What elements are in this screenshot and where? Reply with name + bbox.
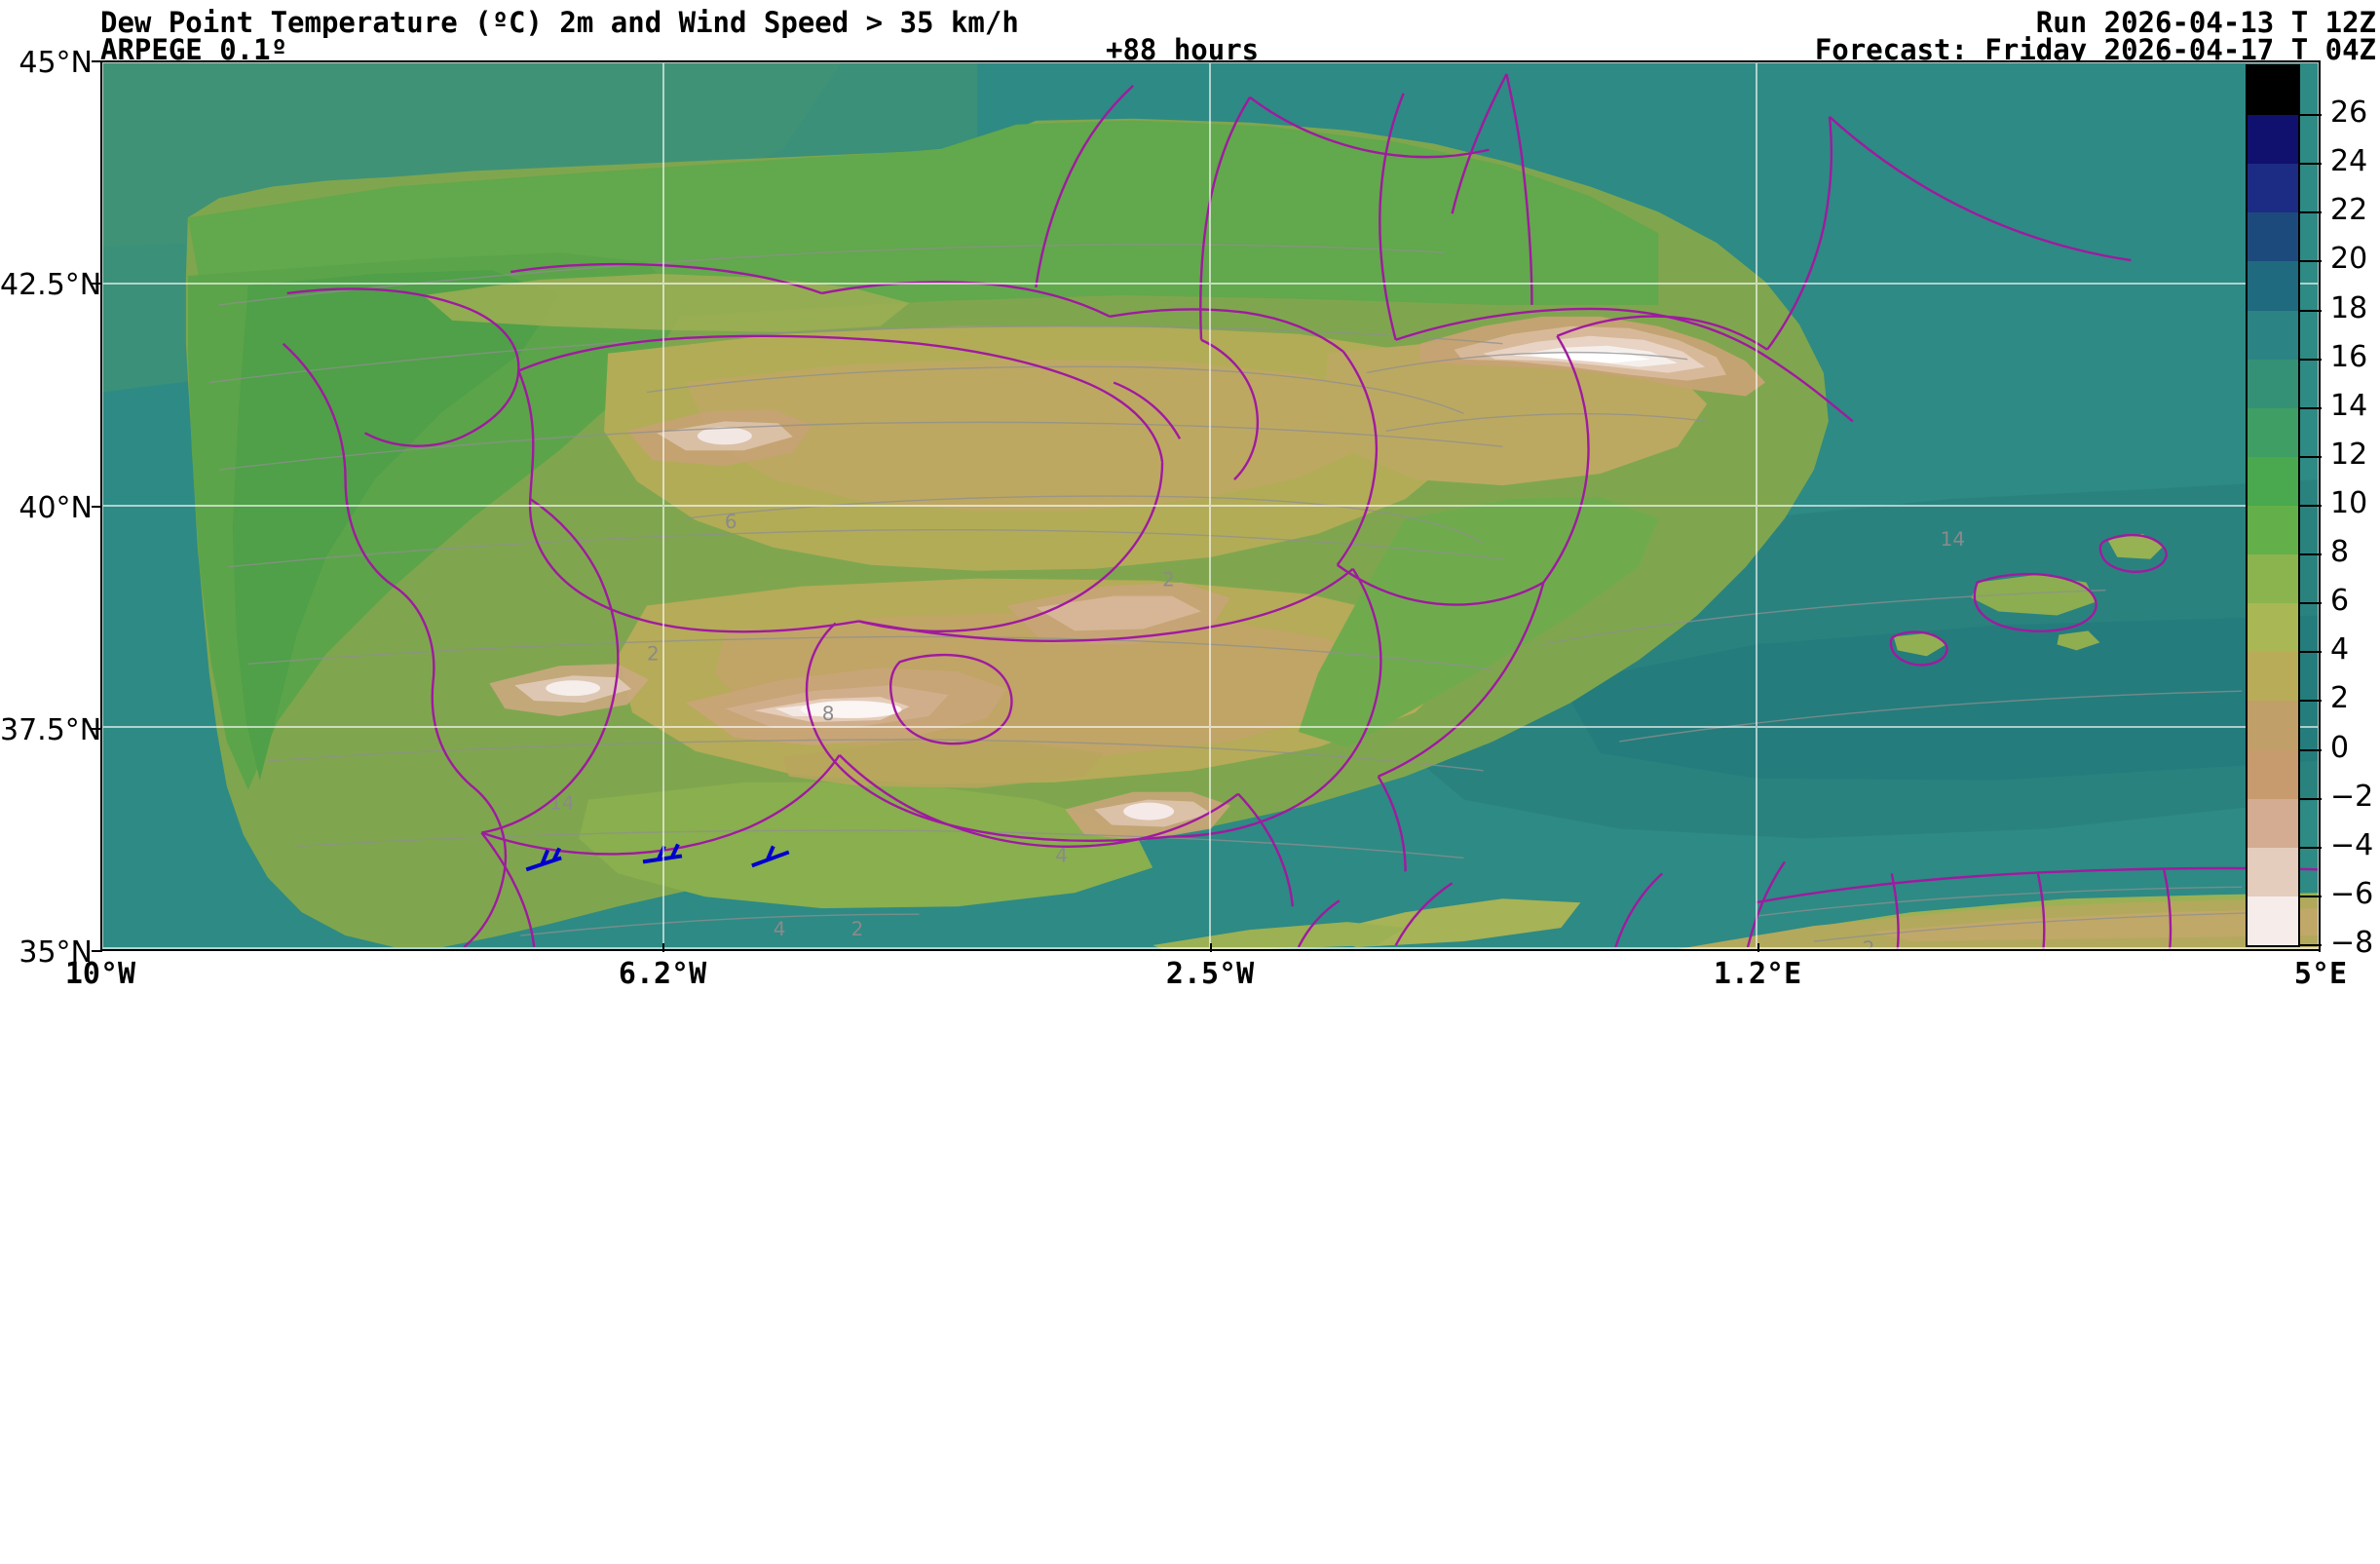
colorbar-tick [2300,895,2322,897]
colorbar-tick [2300,163,2322,166]
colorbar-tick-label: 22 [2330,193,2368,228]
colorbar-tick [2300,505,2322,507]
colorbar-band [2248,212,2298,262]
svg-text:8: 8 [822,703,835,725]
map-plot-area[interactable]: 8 6 2 14 4 2 2 4 14 2 [100,60,2321,951]
colorbar-tick-label: 20 [2330,242,2368,277]
svg-text:2: 2 [1162,569,1175,591]
colorbar-band [2248,115,2298,165]
colorbar-tick [2300,602,2322,605]
colorbar-tick-label: 24 [2330,144,2368,179]
colorbar-tick [2300,260,2322,263]
colorbar-tick [2300,211,2322,214]
colorbar-tick-label: −2 [2330,779,2374,814]
colorbar-tick-label: 14 [2330,388,2368,423]
y-tick-label-375N: 37.5°N [0,713,102,747]
colorbar-band [2248,359,2298,408]
colorbar-tick-label: −6 [2330,876,2374,911]
colorbar-band [2248,798,2298,848]
colorbar-band [2248,749,2298,799]
colorbar-tick [2300,846,2322,849]
colorbar-tick-label: 26 [2330,95,2368,131]
wind-barbs [525,843,790,872]
colorbar-tick [2300,651,2322,654]
colorbar-band [2248,603,2298,653]
colorbar-tick [2300,553,2322,556]
colorbar-tick-label: 0 [2330,730,2350,765]
x-tick-label-62W: 6.2°W [618,957,707,991]
colorbar-tick-label: 2 [2330,681,2350,716]
colorbar-band [2248,66,2298,116]
colorbar-band [2248,701,2298,750]
model-run-label: Run 2026-04-13 T 12Z [2035,6,2376,39]
colorbar-band [2248,847,2298,896]
header: Dew Point Temperature (ºC) 2m and Wind S… [0,0,2380,66]
svg-text:6: 6 [725,511,737,533]
colorbar-band [2248,652,2298,702]
colorbar-band [2248,896,2298,945]
colorbar-tick-label: 12 [2330,437,2368,472]
colorbar-tick-label: 16 [2330,339,2368,374]
svg-text:2: 2 [851,918,864,940]
x-tick-label-10W: 10°W [64,957,136,991]
colorbar-tick [2300,406,2322,409]
colorbar-band [2248,164,2298,213]
colorbar-tick [2300,797,2322,800]
colorbar-tick [2300,748,2322,751]
colorbar-tick-label: −4 [2330,827,2374,862]
x-tick-label-25W: 2.5°W [1165,957,1255,991]
colorbar-tick [2300,944,2322,946]
svg-text:14: 14 [1941,528,1965,551]
colorbar-band [2248,407,2298,457]
colorbar-tick [2300,309,2322,312]
colorbar-tick-label: 8 [2330,535,2350,570]
svg-text:4: 4 [1055,844,1068,866]
colorbar-tick-label: 18 [2330,290,2368,325]
map-raster: 8 6 2 14 4 2 2 4 14 2 [102,62,2319,949]
svg-text:14: 14 [549,792,574,815]
colorbar-tick [2300,455,2322,458]
colorbar-tick-label: 10 [2330,486,2368,520]
colorbar-tick-label: 6 [2330,584,2350,619]
svg-text:4: 4 [774,918,786,940]
y-tick-label-425N: 42.5°N [0,268,102,302]
colorbar-tick-label: 4 [2330,632,2350,668]
y-tick-label-40N: 40°N [19,491,93,525]
y-tick-label-45N: 45°N [19,46,93,80]
x-tick-label-12E: 1.2°E [1713,957,1802,991]
colorbar-tick [2300,358,2322,361]
colorbar-band [2248,554,2298,604]
colorbar [2246,64,2300,947]
colorbar-tick-label: −8 [2330,926,2374,960]
x-tick-label-5E: 5°E [2293,957,2348,991]
colorbar-tick [2300,700,2322,703]
colorbar-band [2248,261,2298,311]
colorbar-band [2248,310,2298,360]
colorbar-band [2248,456,2298,506]
svg-text:2: 2 [647,642,660,665]
map-title: Dew Point Temperature (ºC) 2m and Wind S… [100,6,1019,39]
svg-text:2: 2 [1863,937,1875,949]
colorbar-tick [2300,114,2322,117]
y-tick-label-35N: 35°N [19,935,93,970]
colorbar-band [2248,505,2298,555]
